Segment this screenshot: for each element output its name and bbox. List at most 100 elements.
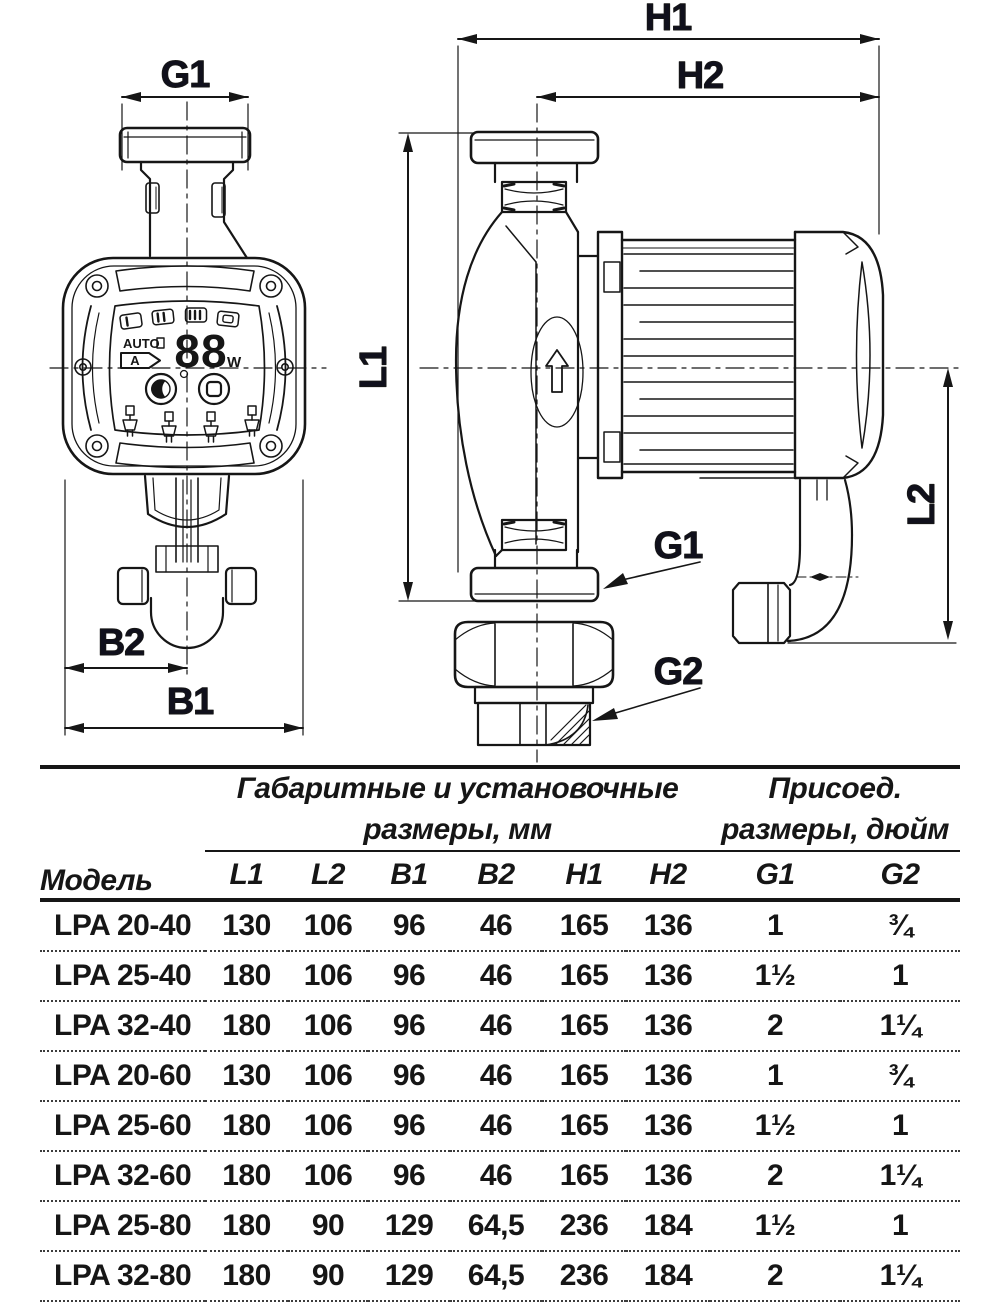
dimensions-table-section: Модель Габаритные и установочные размеры… <box>40 765 961 1302</box>
side-l2-label: L2 <box>901 484 943 526</box>
control-panel-outline <box>108 300 266 436</box>
value-cell: 90 <box>288 1251 368 1302</box>
value-cell: 64,5 <box>450 1251 542 1302</box>
value-cell: 165 <box>542 1151 626 1202</box>
table-row: LPA 32-60 180 106 96 46 165 136 2 1¼ <box>40 1151 961 1202</box>
side-l1-dimension: L1 <box>353 132 479 602</box>
table-row: LPA 20-60 130 106 96 46 165 136 1 ¾ <box>40 1051 961 1102</box>
side-g1-label: G1 <box>654 525 704 567</box>
value-cell: 184 <box>626 1201 711 1252</box>
mm-group-header: Габаритные и установочные размеры, мм <box>205 767 711 852</box>
value-cell: 46 <box>450 951 542 1002</box>
watt-label: W <box>227 354 242 371</box>
value-cell: 180 <box>205 1001 288 1052</box>
side-h1-dimension: H1 <box>457 0 880 573</box>
value-cell: 136 <box>626 1101 711 1152</box>
table-row: LPA 32-80 180 90 129 64,5 236 184 2 1¼ <box>40 1251 961 1302</box>
control-box-body <box>61 256 307 476</box>
value-cell: 165 <box>542 1001 626 1052</box>
mode-a-label: A <box>130 353 140 368</box>
table-row: LPA 32-40 180 106 96 46 165 136 2 1¼ <box>40 1001 961 1052</box>
value-cell: 96 <box>368 900 450 952</box>
value-cell: 106 <box>288 1051 368 1102</box>
mm-group-line2: размеры, мм <box>363 812 552 846</box>
side-g2-label: G2 <box>654 651 703 693</box>
value-cell: 236 <box>542 1251 626 1302</box>
cable-gland <box>731 581 792 645</box>
side-view: H1 H2 L1 <box>353 0 959 763</box>
value-cell: 106 <box>288 951 368 1002</box>
dimensions-table: Модель Габаритные и установочные размеры… <box>40 765 961 1302</box>
front-b2-label: B2 <box>98 622 145 664</box>
group-header-row: Модель Габаритные и установочные размеры… <box>40 767 961 902</box>
value-cell: 136 <box>626 1151 711 1202</box>
front-b1-label: B1 <box>167 681 214 723</box>
value-cell: 180 <box>205 1201 288 1252</box>
value-cell: 106 <box>288 900 368 952</box>
column-header-g2: G2 <box>840 851 961 902</box>
threaded-fitting <box>473 685 595 747</box>
value-cell: 165 <box>542 1051 626 1102</box>
inch-group-header: Присоед. размеры, дюйм <box>710 767 961 852</box>
value-cell: 46 <box>450 900 542 952</box>
value-cell: 1½ <box>710 951 841 1002</box>
value-cell: 1 <box>840 951 961 1002</box>
side-g1-callout: G1 <box>603 525 705 589</box>
value-cell: 1½ <box>710 1201 841 1252</box>
value-cell: 136 <box>626 1001 711 1052</box>
column-header-row: L1 L2 B1 B2 H1 H2 G1 G2 <box>40 851 961 902</box>
value-cell: 136 <box>626 900 711 952</box>
pump-dimension-drawing: G1 <box>49 0 959 763</box>
value-cell: 46 <box>450 1151 542 1202</box>
value-cell: 129 <box>368 1251 450 1302</box>
value-cell: 1 <box>710 900 841 952</box>
model-cell: LPA 25-60 <box>40 1101 205 1152</box>
value-cell: 184 <box>626 1251 711 1302</box>
value-cell: 96 <box>368 1101 450 1152</box>
value-cell: 1¼ <box>840 1001 961 1052</box>
value-cell: ¾ <box>840 900 961 952</box>
table-row: LPA 25-60 180 106 96 46 165 136 1½ 1 <box>40 1101 961 1152</box>
front-center-lines <box>49 101 327 677</box>
dimensions-table-body: LPA 20-40 130 106 96 46 165 136 1 ¾ LPA 25-40 180 1… <box>40 900 961 1302</box>
volute-body <box>454 210 600 558</box>
value-cell: 180 <box>205 1151 288 1202</box>
auto-mode-indicator: AUTO A <box>120 336 165 369</box>
value-cell: 2 <box>710 1001 841 1052</box>
value-cell: 106 <box>288 1151 368 1202</box>
value-cell: 136 <box>626 1051 711 1102</box>
model-column-header: Модель <box>40 767 205 902</box>
front-b2-dimension: B2 <box>64 622 188 673</box>
inch-group-line1: Присоед. <box>768 772 902 805</box>
side-top-flange <box>469 130 600 165</box>
value-cell: 129 <box>368 1201 450 1252</box>
value-cell: 90 <box>288 1201 368 1252</box>
value-cell: 106 <box>288 1001 368 1052</box>
value-cell: 106 <box>288 1101 368 1152</box>
front-b1-dimension: B1 <box>64 479 304 736</box>
column-header-h2: H2 <box>626 851 711 902</box>
value-cell: 180 <box>205 1101 288 1152</box>
corner-screws <box>74 274 294 458</box>
side-h2-label: H2 <box>677 55 724 97</box>
model-cell: LPA 25-40 <box>40 951 205 1002</box>
mode-select-button <box>197 372 231 406</box>
model-cell: LPA 20-60 <box>40 1051 205 1102</box>
value-cell: 46 <box>450 1101 542 1152</box>
front-top-flange <box>118 126 252 164</box>
value-cell: 236 <box>542 1201 626 1252</box>
drop-indicator <box>179 369 189 379</box>
value-cell: 130 <box>205 1051 288 1102</box>
value-cell: 1 <box>840 1201 961 1252</box>
union-nut <box>453 620 615 689</box>
motor-body <box>596 230 797 480</box>
column-header-l2: L2 <box>288 851 368 902</box>
night-mode-button <box>144 372 178 406</box>
model-cell: LPA 20-40 <box>40 900 205 952</box>
model-cell: LPA 32-80 <box>40 1251 205 1302</box>
value-cell: 1 <box>710 1051 841 1102</box>
model-cell: LPA 25-80 <box>40 1201 205 1252</box>
side-bottom-flange <box>469 566 600 603</box>
control-panel: AUTO A 88 W <box>119 307 260 443</box>
column-header-b2: B2 <box>450 851 542 902</box>
